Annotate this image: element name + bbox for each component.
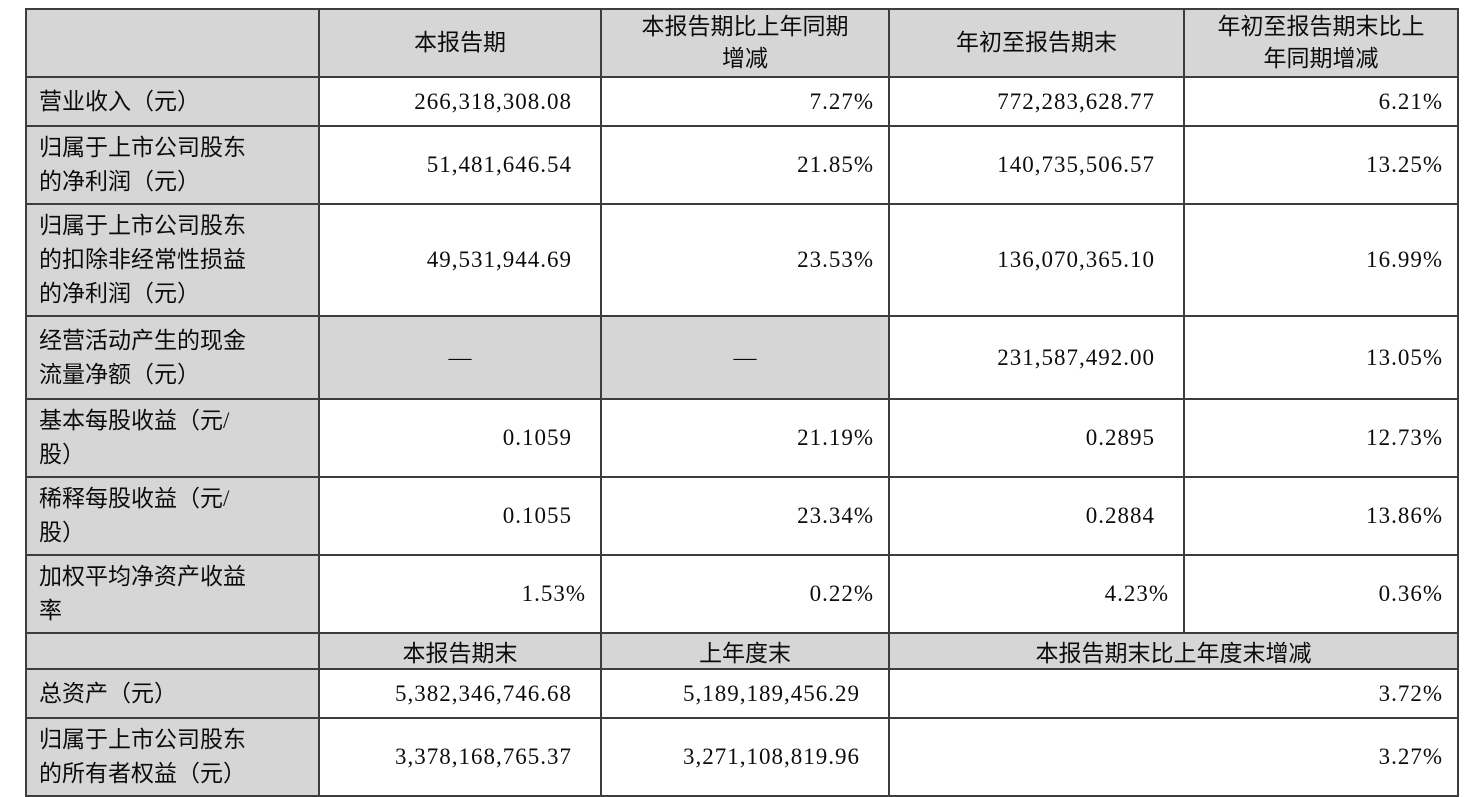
net-profit-deducted-current-yoy-value: 23.53% [600,203,890,317]
net-profit-deducted-ytd-value: 136,070,365.10 [888,203,1185,317]
financial-summary-table: 本报告期 本报告期比上年同期增减 年初至报告期末 年初至报告期末比上年同期增减 … [25,8,1459,797]
header-ytd-yoy-label: 年初至报告期末比上年同期增减 [1217,14,1425,71]
table-row-net-profit-deducted: 归属于上市公司股东的扣除非经常性损益的净利润（元） 49,531,944.69 … [25,203,1459,317]
revenue-ytd-yoy-value: 6.21% [1183,76,1459,127]
row-label-diluted-eps: 稀释每股收益（元/股） [25,476,320,556]
table-row-net-profit: 归属于上市公司股东的净利润（元） 51,481,646.54 21.85% 14… [25,125,1459,205]
table-row-total-assets: 总资产（元） 5,382,346,746.68 5,189,189,456.29… [25,668,1459,719]
net-profit-current-value: 51,481,646.54 [318,125,602,205]
subheader-current-period-end: 本报告期末 [318,632,602,670]
revenue-ytd-value: 772,283,628.77 [888,76,1185,127]
net-profit-deducted-ytd-yoy-value: 16.99% [1183,203,1459,317]
table-row-shareholders-equity: 归属于上市公司股东的所有者权益（元） 3,378,168,765.37 3,27… [25,717,1459,797]
diluted-eps-ytd-value: 0.2884 [888,476,1185,556]
operating-cash-flow-current-yoy-value: — [600,315,890,400]
row-label-operating-cash-flow-text: 经营活动产生的现金流量净额（元） [39,327,246,387]
row-label-basic-eps-text: 基本每股收益（元/股） [39,408,230,467]
row-label-revenue: 营业收入（元） [25,76,320,127]
basic-eps-ytd-yoy-value: 12.73% [1183,398,1459,478]
basic-eps-ytd-value: 0.2895 [888,398,1185,478]
row-label-total-assets-text: 总资产（元） [39,680,177,706]
table-subheader-row: 本报告期末 上年度末 本报告期末比上年度末增减 [25,632,1459,670]
row-label-total-assets: 总资产（元） [25,668,320,719]
weighted-roe-current-value: 1.53% [318,554,602,634]
table-header-row: 本报告期 本报告期比上年同期增减 年初至报告期末 年初至报告期末比上年同期增减 [25,8,1459,78]
row-label-net-profit-deducted: 归属于上市公司股东的扣除非经常性损益的净利润（元） [25,203,320,317]
row-label-revenue-text: 营业收入（元） [39,88,200,114]
operating-cash-flow-current-value: — [318,315,602,400]
weighted-roe-current-yoy-value: 0.22% [600,554,890,634]
header-ytd-label: 年初至报告期末 [956,30,1117,55]
total-assets-change-value: 3.72% [888,668,1459,719]
operating-cash-flow-ytd-yoy-value: 13.05% [1183,315,1459,400]
header-current-period-yoy: 本报告期比上年同期增减 [600,8,890,78]
row-label-net-profit: 归属于上市公司股东的净利润（元） [25,125,320,205]
weighted-roe-ytd-yoy-value: 0.36% [1183,554,1459,634]
subheader-period-end-change: 本报告期末比上年度末增减 [888,632,1459,670]
header-current-period-label: 本报告期 [414,30,506,55]
operating-cash-flow-ytd-value: 231,587,492.00 [888,315,1185,400]
net-profit-ytd-value: 140,735,506.57 [888,125,1185,205]
row-label-basic-eps: 基本每股收益（元/股） [25,398,320,478]
shareholders-equity-change-value: 3.27% [888,717,1459,797]
table-row-operating-cash-flow: 经营活动产生的现金流量净额（元） — — 231,587,492.00 13.0… [25,315,1459,400]
subheader-empty-cell [25,632,320,670]
shareholders-equity-current-end-value: 3,378,168,765.37 [318,717,602,797]
shareholders-equity-prev-year-end-value: 3,271,108,819.96 [600,717,890,797]
header-ytd-yoy: 年初至报告期末比上年同期增减 [1183,8,1459,78]
total-assets-prev-year-end-value: 5,189,189,456.29 [600,668,890,719]
table-corner-cell [25,8,320,78]
table-row-weighted-roe: 加权平均净资产收益率 1.53% 0.22% 4.23% 0.36% [25,554,1459,634]
net-profit-ytd-yoy-value: 13.25% [1183,125,1459,205]
row-label-shareholders-equity: 归属于上市公司股东的所有者权益（元） [25,717,320,797]
revenue-current-yoy-value: 7.27% [600,76,890,127]
diluted-eps-ytd-yoy-value: 13.86% [1183,476,1459,556]
header-ytd: 年初至报告期末 [888,8,1185,78]
table-row-revenue: 营业收入（元） 266,318,308.08 7.27% 772,283,628… [25,76,1459,127]
net-profit-deducted-current-value: 49,531,944.69 [318,203,602,317]
header-current-period: 本报告期 [318,8,602,78]
diluted-eps-current-yoy-value: 23.34% [600,476,890,556]
row-label-net-profit-deducted-text: 归属于上市公司股东的扣除非经常性损益的净利润（元） [39,213,246,306]
row-label-net-profit-text: 归属于上市公司股东的净利润（元） [39,135,246,194]
revenue-current-value: 266,318,308.08 [318,76,602,127]
header-current-period-yoy-label: 本报告期比上年同期增减 [641,14,849,71]
subheader-prev-year-end: 上年度末 [600,632,890,670]
row-label-weighted-roe: 加权平均净资产收益率 [25,554,320,634]
basic-eps-current-value: 0.1059 [318,398,602,478]
table-row-basic-eps: 基本每股收益（元/股） 0.1059 21.19% 0.2895 12.73% [25,398,1459,478]
total-assets-current-end-value: 5,382,346,746.68 [318,668,602,719]
row-label-diluted-eps-text: 稀释每股收益（元/股） [39,486,230,545]
row-label-shareholders-equity-text: 归属于上市公司股东的所有者权益（元） [39,727,246,786]
weighted-roe-ytd-value: 4.23% [888,554,1185,634]
basic-eps-current-yoy-value: 21.19% [600,398,890,478]
table-row-diluted-eps: 稀释每股收益（元/股） 0.1055 23.34% 0.2884 13.86% [25,476,1459,556]
diluted-eps-current-value: 0.1055 [318,476,602,556]
row-label-operating-cash-flow: 经营活动产生的现金流量净额（元） [25,315,320,400]
row-label-weighted-roe-text: 加权平均净资产收益率 [39,564,246,623]
net-profit-current-yoy-value: 21.85% [600,125,890,205]
